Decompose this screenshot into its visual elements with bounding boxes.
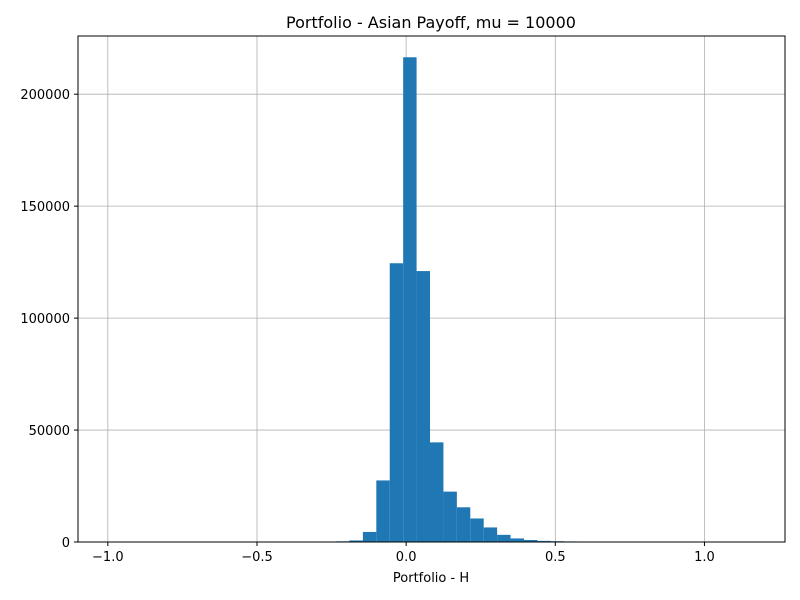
y-tick-label: 50000 [29,424,70,439]
plot-frame [77,35,786,543]
histogram-bar [470,518,484,542]
histogram-bar [389,263,404,542]
histogram-bar [403,57,417,543]
x-tick-label: −0.5 [241,550,273,565]
chart-title: Portfolio - Asian Payoff, mu = 10000 [286,13,576,32]
histogram-bar [376,480,390,542]
histogram-bar [349,540,363,542]
x-tick-label: 0.0 [396,550,417,565]
histogram-bar [537,540,551,542]
histogram-bar [510,538,524,542]
x-tick-label: 0.5 [545,550,566,565]
histogram-bar [430,442,444,542]
y-tick-label: 200000 [20,88,70,103]
y-tick-label: 100000 [20,312,70,327]
histogram-bar [456,507,471,542]
histogram-bars [322,57,592,543]
x-axis-ticks: −1.0 −0.5 0.0 0.5 1.0 [92,542,715,565]
y-axis-ticks: 0 50000 100000 150000 200000 [20,88,78,551]
y-tick-label: 150000 [20,200,70,215]
y-tick-label: 0 [62,536,70,551]
histogram-bar [497,534,511,542]
x-tick-label: 1.0 [694,550,715,565]
histogram-bar [523,539,538,542]
x-tick-label: −1.0 [92,550,124,565]
histogram-bar [416,271,431,542]
histogram-bar [483,527,498,542]
histogram-bar [362,531,377,542]
x-axis-label: Portfolio - H [393,571,469,586]
histogram-bar [443,491,457,542]
